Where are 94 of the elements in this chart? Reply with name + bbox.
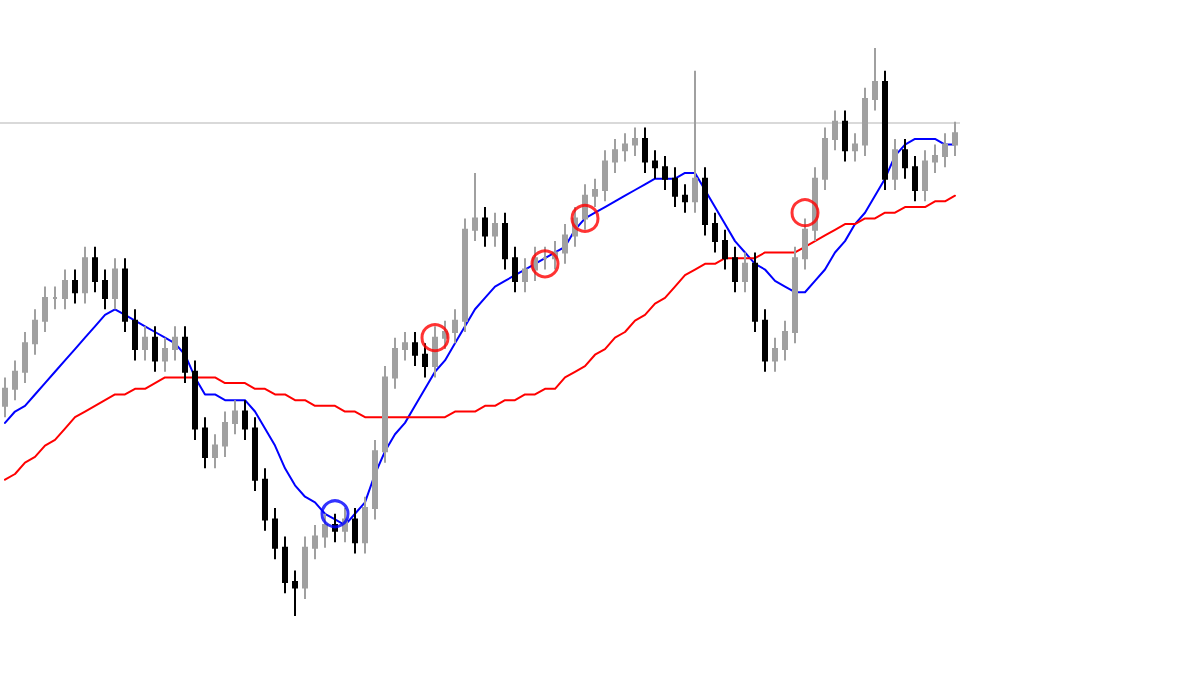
candlestick bbox=[82, 245, 88, 305]
candlestick bbox=[242, 399, 248, 441]
candlestick bbox=[472, 171, 478, 243]
candlestick bbox=[652, 149, 658, 180]
candlestick bbox=[72, 268, 78, 305]
candlestick bbox=[952, 120, 958, 157]
candlestick bbox=[222, 410, 228, 458]
candlestick bbox=[362, 495, 368, 555]
candlestick bbox=[352, 507, 358, 555]
candlestick bbox=[502, 211, 508, 271]
candlestick bbox=[662, 154, 668, 191]
candlestick bbox=[522, 257, 528, 294]
candlestick bbox=[252, 416, 258, 493]
candlestick bbox=[922, 149, 928, 203]
candlestick bbox=[712, 211, 718, 254]
candlestick bbox=[642, 126, 648, 174]
candlestick bbox=[792, 245, 798, 345]
candlestick bbox=[912, 154, 918, 203]
candlestick bbox=[852, 132, 858, 163]
candlestick bbox=[602, 149, 608, 203]
candlestick bbox=[172, 325, 178, 362]
candlestick bbox=[92, 245, 98, 294]
candlestick bbox=[692, 69, 698, 214]
candlestick bbox=[772, 336, 778, 373]
candlestick bbox=[492, 211, 498, 248]
candlestick bbox=[422, 342, 428, 379]
candlestick bbox=[452, 308, 458, 345]
candlestick bbox=[272, 507, 278, 561]
candlestick bbox=[412, 331, 418, 368]
candlestick bbox=[152, 325, 158, 373]
candlestick bbox=[112, 257, 118, 311]
candlestick bbox=[392, 336, 398, 390]
candlestick bbox=[582, 183, 588, 231]
candlestick bbox=[12, 359, 18, 402]
candlestick bbox=[262, 467, 268, 532]
candlestick bbox=[702, 166, 708, 237]
candlestick bbox=[32, 308, 38, 356]
candlestick bbox=[2, 376, 8, 419]
candlestick bbox=[932, 143, 938, 174]
point bbox=[320, 499, 350, 529]
point bbox=[420, 323, 450, 353]
candlestick bbox=[122, 257, 128, 333]
candlestick bbox=[322, 512, 328, 549]
candlestick bbox=[232, 399, 238, 436]
candlestick bbox=[132, 308, 138, 362]
candlestick bbox=[842, 109, 848, 163]
candlestick bbox=[682, 183, 688, 214]
candlestick bbox=[592, 177, 598, 209]
candlestick bbox=[732, 245, 738, 294]
candlestick bbox=[802, 217, 808, 271]
point bbox=[570, 203, 600, 233]
candlestick bbox=[162, 336, 168, 373]
candlestick bbox=[52, 285, 58, 311]
candlestick bbox=[312, 524, 318, 561]
candlestick bbox=[832, 109, 838, 152]
candlestick bbox=[512, 245, 518, 294]
candlestick bbox=[562, 223, 568, 265]
candlestick bbox=[462, 217, 468, 333]
point bbox=[530, 249, 560, 279]
candlestick bbox=[382, 365, 388, 464]
candlestick bbox=[632, 126, 638, 157]
candlestick bbox=[892, 137, 898, 191]
candlestick bbox=[722, 228, 728, 271]
candlestick bbox=[142, 325, 148, 362]
candlestick bbox=[372, 438, 378, 521]
candlestick bbox=[42, 285, 48, 333]
candlestick bbox=[762, 308, 768, 373]
candlestick bbox=[872, 47, 878, 112]
candlestick bbox=[202, 416, 208, 470]
candlestick bbox=[432, 325, 438, 379]
candlestick bbox=[282, 535, 288, 595]
candlestick bbox=[542, 245, 548, 271]
candlestick bbox=[402, 331, 408, 362]
candlestick bbox=[292, 569, 298, 617]
candlestick bbox=[192, 359, 198, 441]
candlestick bbox=[942, 132, 948, 169]
candlestick bbox=[742, 251, 748, 294]
candlestick bbox=[902, 137, 908, 180]
point bbox=[790, 198, 820, 228]
candlestick bbox=[22, 331, 28, 385]
candlestick bbox=[782, 319, 788, 362]
candlestick bbox=[882, 69, 888, 191]
candlestick bbox=[212, 433, 218, 470]
candlestick bbox=[302, 535, 308, 600]
candlestick bbox=[622, 132, 628, 163]
candlestick bbox=[62, 268, 68, 311]
candlestick bbox=[612, 137, 618, 174]
candlestick bbox=[182, 325, 188, 385]
candlestick bbox=[822, 126, 828, 191]
candlestick bbox=[862, 86, 868, 157]
candlestick bbox=[752, 251, 758, 333]
candlestick bbox=[482, 206, 488, 248]
candlestick bbox=[672, 166, 678, 209]
candlestick bbox=[102, 268, 108, 311]
